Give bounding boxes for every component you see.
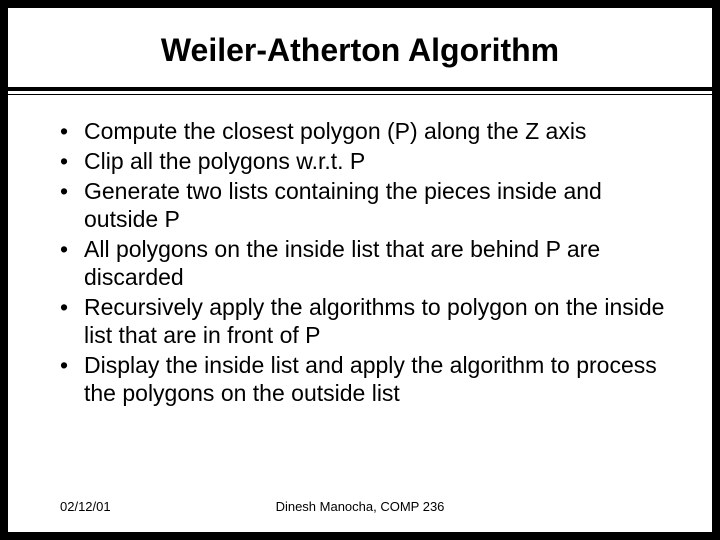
list-item: Compute the closest polygon (P) along th… xyxy=(60,117,672,145)
list-item: Clip all the polygons w.r.t. P xyxy=(60,147,672,175)
list-item: Recursively apply the algorithms to poly… xyxy=(60,293,672,349)
divider-thick xyxy=(8,87,712,91)
list-item: Generate two lists containing the pieces… xyxy=(60,177,672,233)
slide-title: Weiler-Atherton Algorithm xyxy=(48,32,672,69)
list-item: All polygons on the inside list that are… xyxy=(60,235,672,291)
content-region: Compute the closest polygon (P) along th… xyxy=(8,95,712,407)
slide-container: Weiler-Atherton Algorithm Compute the cl… xyxy=(6,6,714,534)
list-item: Display the inside list and apply the al… xyxy=(60,351,672,407)
title-region: Weiler-Atherton Algorithm xyxy=(8,8,712,79)
footer-author: Dinesh Manocha, COMP 236 xyxy=(8,499,712,514)
bullet-list: Compute the closest polygon (P) along th… xyxy=(60,117,672,407)
